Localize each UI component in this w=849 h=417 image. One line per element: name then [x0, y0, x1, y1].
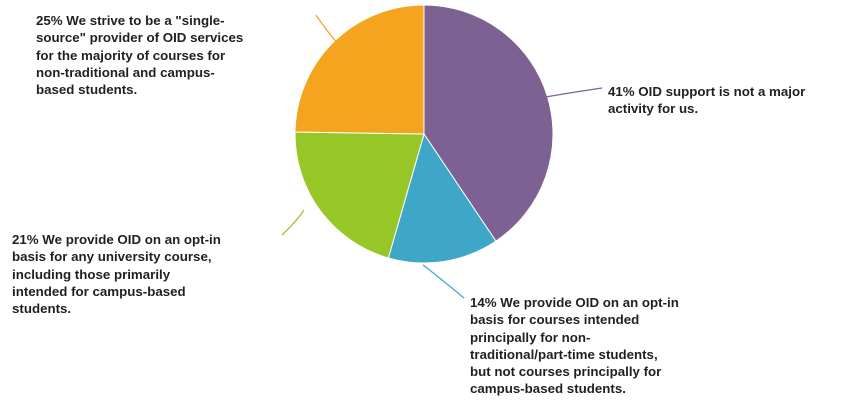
slice-label-single-source: 25% We strive to be a "single- source" p…	[36, 13, 244, 98]
leader-line-opt-in-any-course	[281, 209, 305, 236]
pie-slice-single-source	[294, 4, 425, 135]
slice-label-not-major: 41% OID support is not a major activity …	[608, 84, 806, 117]
pie-slice-opt-in-any-course	[294, 131, 425, 259]
leader-line-not-major	[539, 87, 603, 99]
leader-line-single-source	[315, 14, 340, 46]
slice-label-opt-in-any-course: 21% We provide OID on an opt-in basis fo…	[12, 232, 221, 317]
leader-line-opt-in-nontraditional	[422, 264, 465, 299]
slice-label-opt-in-nontraditional: 14% We provide OID on an opt-in basis fo…	[470, 295, 679, 397]
